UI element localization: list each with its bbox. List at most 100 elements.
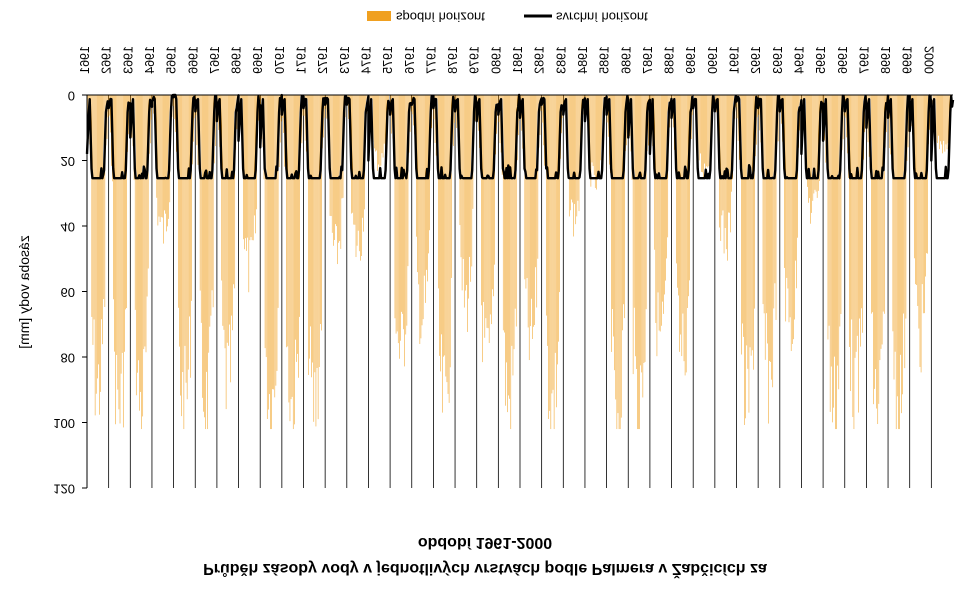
bottom-layer-bar	[406, 95, 408, 326]
bottom-layer-bar	[114, 95, 115, 352]
bottom-layer-bar	[505, 95, 506, 406]
x-year-label: 1983	[554, 46, 568, 74]
bottom-layer-bar	[766, 95, 767, 314]
bottom-layer-bar	[589, 95, 591, 160]
legend-swatch-bottom-layer	[367, 11, 391, 21]
bottom-layer-bar	[590, 95, 592, 187]
bottom-layer-bar	[450, 95, 452, 278]
bottom-layer-bar	[388, 95, 389, 105]
bottom-layer-bar	[230, 95, 231, 383]
bottom-layer-bar	[142, 95, 144, 417]
bottom-layer-bar	[141, 95, 142, 430]
bottom-layer-bar	[840, 95, 842, 315]
bottom-layer-bar	[361, 95, 362, 256]
bottom-layer-bar	[858, 95, 859, 413]
bottom-layer-bar	[515, 95, 517, 327]
bottom-layer-bar	[907, 95, 909, 148]
bottom-layer-bar	[915, 95, 916, 285]
bottom-layer-bar	[836, 95, 837, 430]
bottom-layer-bar	[362, 95, 363, 218]
bottom-layer-bar	[807, 95, 808, 187]
bottom-layer-bar	[842, 95, 844, 140]
bottom-layer-bar	[641, 95, 643, 373]
bottom-layer-bar	[413, 95, 414, 126]
bottom-layer-bar	[785, 95, 787, 322]
bottom-layer-bar	[698, 95, 700, 161]
bottom-layer-bar	[144, 95, 146, 347]
bottom-layer-bar	[215, 95, 216, 147]
bottom-layer-bar	[309, 95, 310, 359]
bottom-layer-bar	[357, 95, 359, 231]
bottom-layer-bar	[661, 95, 662, 326]
bottom-layer-bar	[626, 95, 627, 146]
bottom-layer-bar	[638, 95, 639, 430]
bottom-layer-bar	[753, 95, 754, 370]
bottom-layer-bar	[226, 95, 228, 343]
bottom-layer-bar	[138, 95, 139, 361]
bottom-layer-bar	[181, 95, 182, 417]
bottom-layer-bar	[699, 95, 701, 154]
chart-title-line-1: Průběh zásoby vody v jednotlivých vrstvá…	[203, 560, 767, 579]
x-year-label: 1995	[814, 46, 828, 74]
bottom-layer-bar	[140, 95, 141, 392]
bottom-layer-bar	[139, 95, 140, 411]
bottom-layer-bar	[439, 95, 440, 356]
bottom-layer-bar	[794, 95, 795, 320]
bottom-layer-bar	[229, 95, 230, 325]
bottom-layer-bar	[275, 95, 277, 386]
bottom-layer-bar	[749, 95, 751, 348]
bottom-layer-bar	[231, 95, 232, 316]
bottom-layer-bar	[558, 95, 559, 342]
x-year-label: 1998	[879, 46, 893, 74]
bottom-layer-bar	[729, 95, 730, 213]
bottom-layer-bar	[547, 95, 548, 346]
bottom-layer-bar	[837, 95, 838, 366]
bottom-layer-bar	[228, 95, 229, 346]
bottom-layer-bar	[288, 95, 290, 403]
bottom-layer-bar	[125, 95, 126, 310]
bottom-layer-bar	[527, 95, 529, 328]
bottom-layer-bar	[135, 95, 137, 396]
x-year-label: 1991	[728, 46, 742, 74]
bottom-layer-bar	[268, 95, 269, 410]
bottom-layer-bar	[702, 95, 703, 173]
bottom-layer-bar	[724, 95, 726, 229]
bottom-layer-bar	[206, 95, 207, 372]
bottom-layer-bar	[233, 95, 234, 285]
bottom-layer-bar	[331, 95, 333, 233]
bottom-layer-bar	[680, 95, 682, 335]
bottom-layer-bar	[507, 95, 508, 413]
bottom-layer-bar	[701, 95, 702, 172]
bottom-layer-bar	[873, 95, 874, 405]
bottom-layer-bar	[946, 95, 948, 150]
bottom-layer-bar	[208, 95, 210, 353]
bottom-layer-bar	[768, 95, 769, 424]
bottom-layer-bar	[512, 95, 514, 376]
bottom-layer-bar	[925, 95, 926, 277]
bottom-layer-bar	[708, 95, 710, 167]
bottom-layer-bar	[657, 95, 659, 293]
bottom-layer-bar	[533, 95, 534, 327]
bottom-layer-bar	[940, 95, 941, 142]
x-year-label: 1965	[165, 46, 179, 74]
bottom-layer-bar	[297, 95, 298, 354]
bottom-layer-bar	[289, 95, 291, 422]
bottom-layer-bar	[394, 95, 396, 319]
bottom-layer-bar	[773, 95, 775, 309]
bottom-layer-bar	[635, 95, 636, 357]
bottom-layer-bar	[212, 95, 214, 308]
bottom-layer-bar	[179, 95, 180, 347]
bottom-layer-bar	[536, 95, 538, 308]
bottom-layer-bar	[417, 95, 418, 273]
bottom-layer-bar	[796, 95, 797, 289]
bottom-layer-bar	[874, 95, 875, 389]
bottom-layer-bar	[94, 95, 96, 416]
bottom-layer-bar	[187, 95, 189, 370]
bottom-layer-bar	[705, 95, 706, 171]
bottom-layer-bar	[283, 95, 284, 133]
bottom-layer-bar	[180, 95, 181, 396]
y-tick-label: 40	[61, 220, 75, 235]
bottom-layer-bar	[530, 95, 531, 327]
bottom-layer-bar	[203, 95, 204, 412]
bottom-layer-bar	[528, 95, 530, 361]
